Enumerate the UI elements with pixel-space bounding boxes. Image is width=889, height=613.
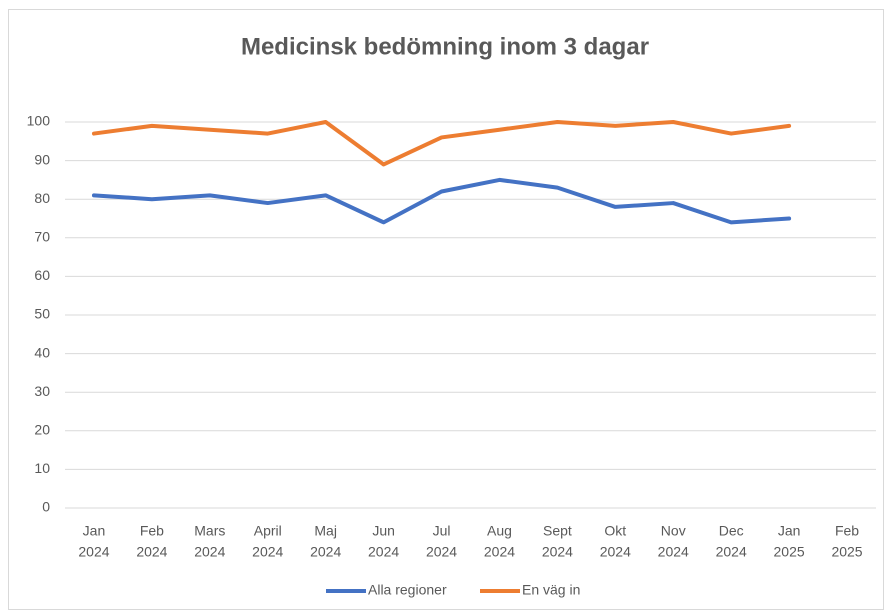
x-tick-label: 2024	[484, 544, 515, 560]
x-tick-label: Feb	[140, 523, 164, 539]
series-line	[91, 120, 792, 167]
x-tick-label: Feb	[835, 523, 859, 539]
x-tick-label: 2024	[600, 544, 631, 560]
x-tick-label: Dec	[719, 523, 744, 539]
x-tick-label: Nov	[661, 523, 686, 539]
x-tick-label: 2024	[716, 544, 747, 560]
x-tick-label: 2024	[310, 544, 341, 560]
x-tick-label: Jan	[778, 523, 801, 539]
x-tick-label: 2024	[252, 544, 283, 560]
y-tick-label: 70	[34, 229, 50, 245]
y-tick-label: 100	[27, 113, 51, 129]
x-tick-label: April	[254, 523, 282, 539]
x-tick-label: 2024	[426, 544, 457, 560]
x-tick-label: Sept	[543, 523, 572, 539]
x-tick-label: Mars	[194, 523, 225, 539]
y-tick-label: 10	[34, 460, 50, 476]
x-tick-label: 2024	[658, 544, 689, 560]
x-tick-label: Jun	[372, 523, 395, 539]
legend-label: Alla regioner	[368, 582, 447, 598]
x-tick-label: 2024	[78, 544, 109, 560]
x-tick-label: 2024	[368, 544, 399, 560]
y-tick-label: 80	[34, 190, 50, 206]
x-tick-label: Aug	[487, 523, 512, 539]
chart-border	[8, 9, 884, 610]
x-tick-label: Maj	[314, 523, 337, 539]
y-tick-label: 30	[34, 383, 50, 399]
x-tick-label: 2024	[194, 544, 225, 560]
y-tick-label: 40	[34, 344, 50, 360]
x-tick-label: Jul	[433, 523, 451, 539]
chart-title: Medicinsk bedömning inom 3 dagar	[241, 33, 649, 60]
y-tick-label: 60	[34, 267, 50, 283]
y-tick-label: 20	[34, 422, 50, 438]
legend-label: En väg in	[522, 582, 580, 598]
x-tick-label: Okt	[604, 523, 626, 539]
x-tick-label: 2025	[831, 544, 862, 560]
x-tick-label: 2025	[774, 544, 805, 560]
x-tick-label: Jan	[83, 523, 106, 539]
series-line	[91, 177, 792, 225]
x-tick-label: 2024	[542, 544, 573, 560]
y-tick-label: 0	[42, 499, 50, 515]
y-tick-label: 50	[34, 306, 50, 322]
x-tick-label: 2024	[136, 544, 167, 560]
y-tick-label: 90	[34, 151, 50, 167]
